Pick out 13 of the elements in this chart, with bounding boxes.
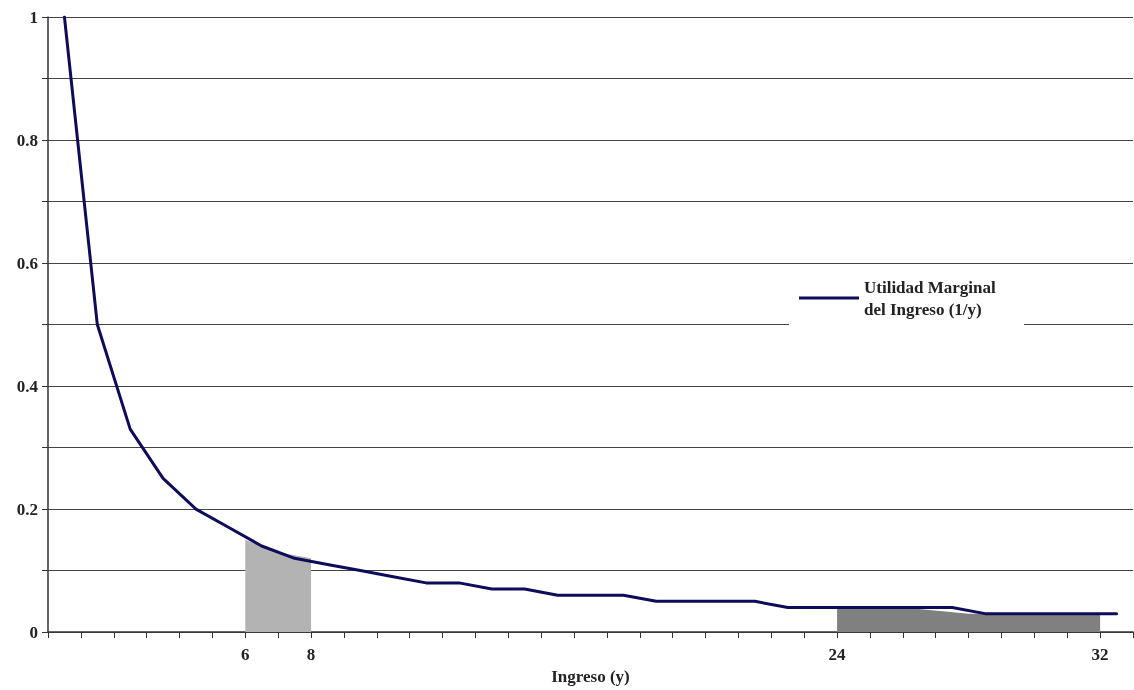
y-tick-label: 0.8 xyxy=(16,130,38,150)
x-axis-title: Ingreso (y) xyxy=(551,667,630,686)
x-tick-label: 32 xyxy=(1091,645,1109,665)
y-tick-label: 0.2 xyxy=(16,499,38,519)
y-tick-label: 0 xyxy=(29,622,38,642)
legend-label: Utilidad Marginal del Ingreso (1/y) xyxy=(864,277,1001,319)
x-tick-label: 6 xyxy=(241,645,250,665)
y-tick-label: 1 xyxy=(29,7,38,27)
x-tick-label: 8 xyxy=(306,645,316,665)
y-tick-label: 0.4 xyxy=(16,376,39,396)
x-tick-label: 24 xyxy=(828,645,847,665)
y-tick-label: 0.6 xyxy=(16,253,38,273)
line-series xyxy=(62,15,1119,616)
